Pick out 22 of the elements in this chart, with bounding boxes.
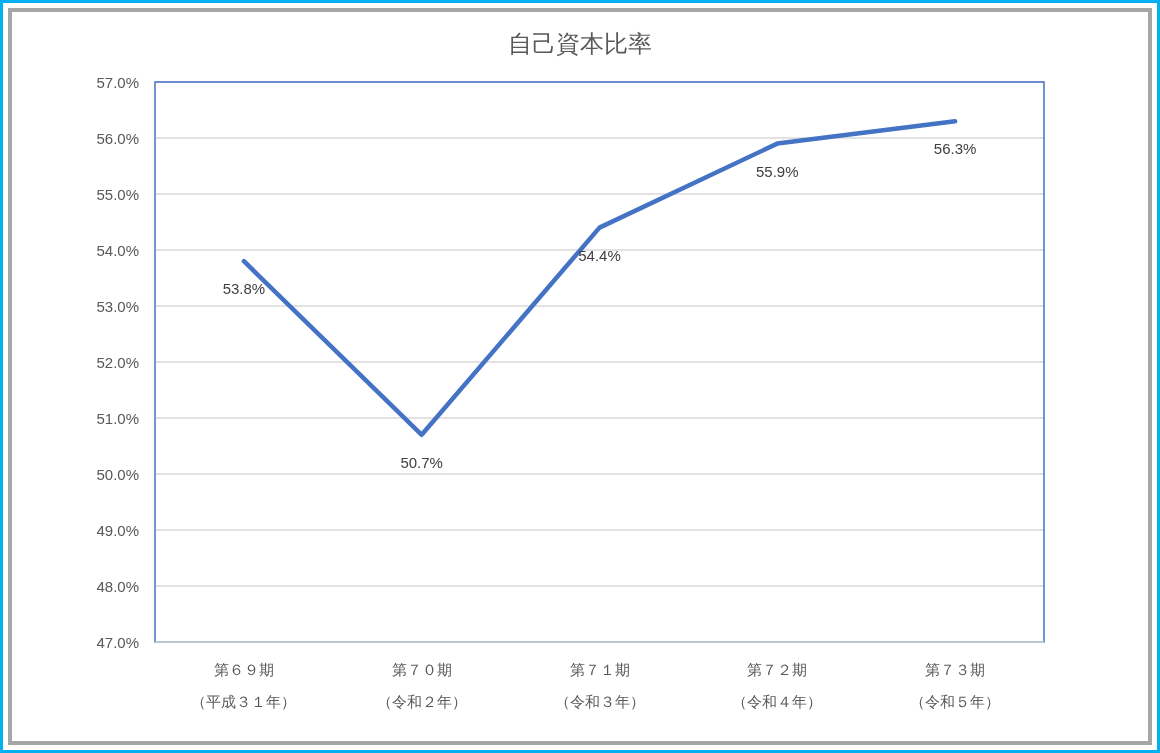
y-tick-label: 49.0% [96,521,139,539]
data-label: 54.4% [578,246,621,264]
data-label: 50.7% [400,453,443,471]
x-tick-label: 第７２期（令和４年） [732,660,823,710]
y-tick-label: 53.0% [96,297,139,315]
chart-title: 自己資本比率 [508,29,652,57]
y-tick-label: 56.0% [96,129,139,147]
y-tick-label: 55.0% [96,185,139,203]
y-tick-label: 47.0% [96,633,139,651]
x-tick-label: 第７０期（令和２年） [376,660,467,710]
y-tick-label: 48.0% [96,577,139,595]
y-tick-label: 57.0% [96,73,139,91]
y-tick-label: 50.0% [96,465,139,483]
y-tick-label: 51.0% [96,409,139,427]
data-label: 56.3% [933,139,977,157]
x-tick-label: 第７１期（令和３年） [554,660,645,710]
y-tick-label: 54.0% [96,241,139,259]
data-label: 53.8% [222,279,266,297]
data-label: 55.9% [756,162,799,180]
y-tick-label: 52.0% [96,353,139,371]
x-tick-label: 第７３期（令和５年） [910,660,1001,710]
x-tick-label: 第６９期（平成３１年） [191,660,297,710]
